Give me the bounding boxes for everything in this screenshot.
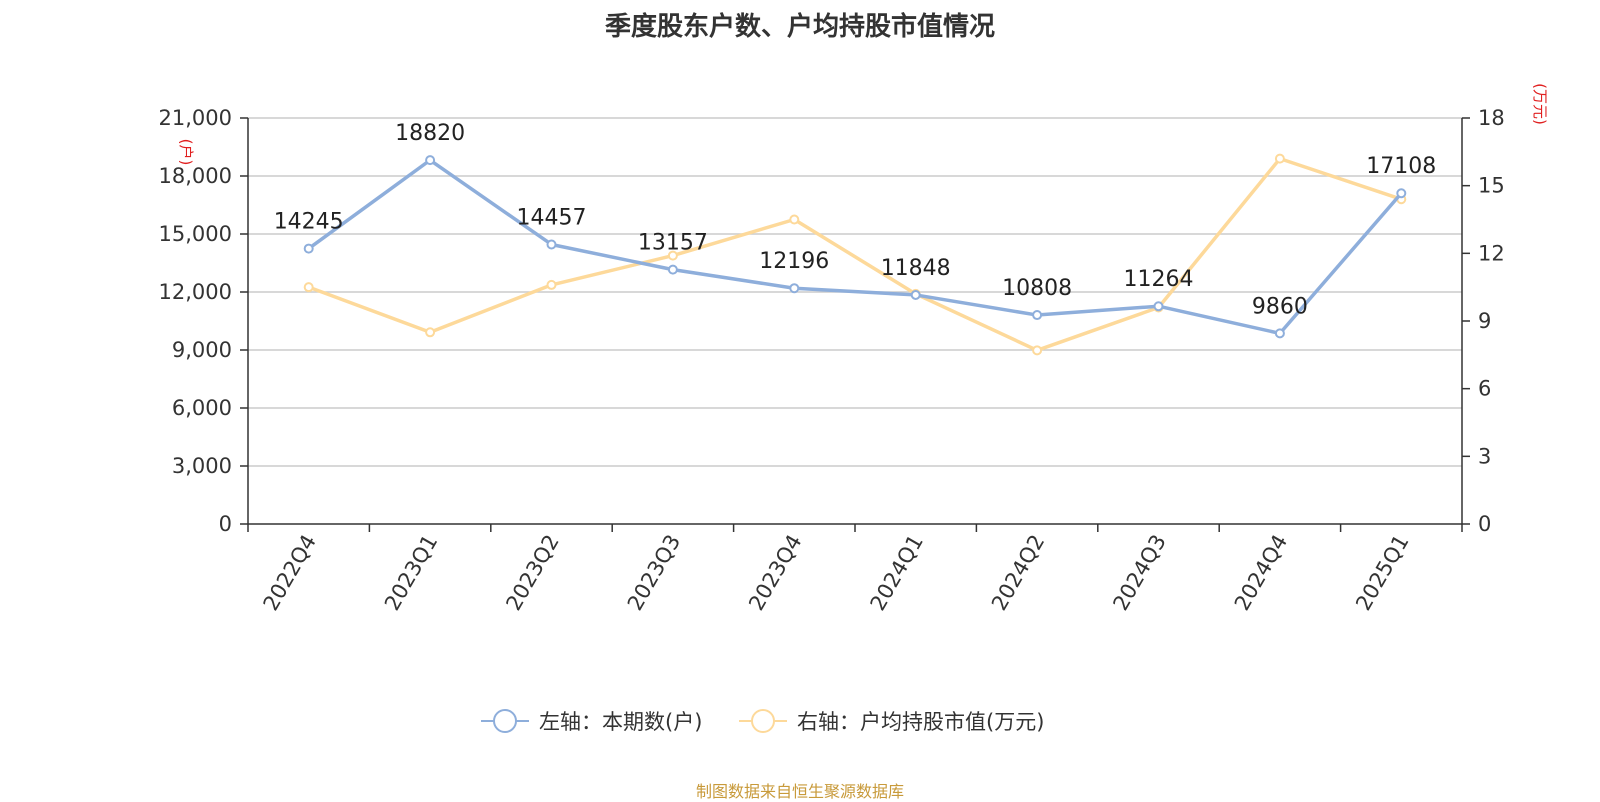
left-tick-label: 6,000 <box>172 396 232 420</box>
x-tick-label: 2024Q4 <box>1230 531 1292 615</box>
data-label: 12196 <box>759 249 829 274</box>
x-tick-label: 2025Q1 <box>1351 531 1413 615</box>
x-tick-label: 2024Q1 <box>866 531 928 615</box>
data-point-left <box>1274 328 1285 339</box>
data-label: 14457 <box>517 205 587 230</box>
x-axis-ticks: 2022Q4 2023Q1 2023Q2 2023Q3 2023Q4 2024Q1 2024… <box>247 524 1463 615</box>
x-tick-label: 2024Q2 <box>987 531 1049 615</box>
legend-left-series-label: 左轴：本期数(户) <box>539 710 702 734</box>
legend-item-left-series[interactable]: 左轴：本期数(户) <box>481 709 702 734</box>
left-tick-label: 15,000 <box>159 222 232 246</box>
data-labels: 14245 18820 14457 13157 12196 11848 10808 11264… <box>274 121 1437 319</box>
x-tick-label: 2023Q1 <box>380 531 442 615</box>
x-tick-label: 2023Q3 <box>623 531 685 615</box>
data-point-left <box>1153 301 1164 312</box>
left-tick-label: 21,000 <box>159 106 232 130</box>
data-point-left <box>910 289 921 300</box>
data-label: 11848 <box>881 256 951 281</box>
left-tick-label: 18,000 <box>159 164 232 188</box>
left-tick-label: 9,000 <box>172 338 232 362</box>
data-label: 11264 <box>1124 267 1194 292</box>
left-axis-ticks: 0 3,000 6,000 9,000 12,000 15,000 18,000 21,000 <box>159 106 248 536</box>
legend-right-series-marker-icon <box>751 709 775 733</box>
data-label: 10808 <box>1002 276 1072 301</box>
right-axis-unit: (万元) <box>1531 83 1549 125</box>
left-tick-label: 3,000 <box>172 454 232 478</box>
data-point-left <box>1032 310 1043 321</box>
left-tick-label: 0 <box>219 512 232 536</box>
x-tick-label: 2023Q2 <box>501 531 563 615</box>
data-point-right <box>789 214 800 225</box>
right-tick-label: 9 <box>1478 309 1491 333</box>
chart-title: 季度股东户数、户均持股市值情况 <box>604 12 995 42</box>
x-tick-label: 2023Q4 <box>744 531 806 615</box>
data-label: 18820 <box>395 121 465 146</box>
right-tick-label: 12 <box>1478 241 1505 265</box>
series-line-left <box>307 158 1403 336</box>
legend-item-right-series[interactable]: 右轴：户均持股市值(万元) <box>739 709 1044 734</box>
right-axis-ticks: 0 3 6 9 12 15 18 <box>1462 106 1505 536</box>
x-tick-label: 2024Q3 <box>1108 531 1170 615</box>
right-tick-label: 6 <box>1478 377 1491 401</box>
legend-left-series-marker-icon <box>493 709 517 733</box>
data-label: 9860 <box>1252 294 1308 319</box>
data-label: 14245 <box>274 210 344 235</box>
data-label: 17108 <box>1366 154 1436 179</box>
right-tick-label: 15 <box>1478 174 1505 198</box>
axes <box>247 118 1463 525</box>
data-point-left <box>303 243 314 254</box>
legend-right-series-label: 右轴：户均持股市值(万元) <box>797 710 1044 734</box>
gridlines <box>248 117 1462 467</box>
left-tick-label: 12,000 <box>159 280 232 304</box>
data-source-note: 制图数据来自恒生聚源数据库 <box>695 782 904 801</box>
data-point-right <box>303 282 314 293</box>
series-lines <box>303 153 1407 356</box>
legend[interactable]: 左轴：本期数(户) 右轴：户均持股市值(万元) <box>481 709 1044 734</box>
data-point-left <box>425 155 436 166</box>
data-point-left <box>789 283 800 294</box>
right-tick-label: 18 <box>1478 106 1505 130</box>
right-tick-label: 0 <box>1478 512 1491 536</box>
data-point-right <box>1032 345 1043 356</box>
x-tick-label: 2022Q4 <box>259 531 321 615</box>
series-line-right <box>308 156 1402 353</box>
data-point-right <box>1274 153 1285 164</box>
data-point-left <box>1396 188 1407 199</box>
data-label: 13157 <box>638 231 708 256</box>
right-tick-label: 3 <box>1478 444 1491 468</box>
left-axis-unit: (户) <box>177 139 195 166</box>
data-point-left <box>667 264 678 275</box>
data-point-right <box>546 279 557 290</box>
data-point-right <box>667 250 678 261</box>
data-point-left <box>546 239 557 250</box>
data-point-right <box>425 327 436 338</box>
